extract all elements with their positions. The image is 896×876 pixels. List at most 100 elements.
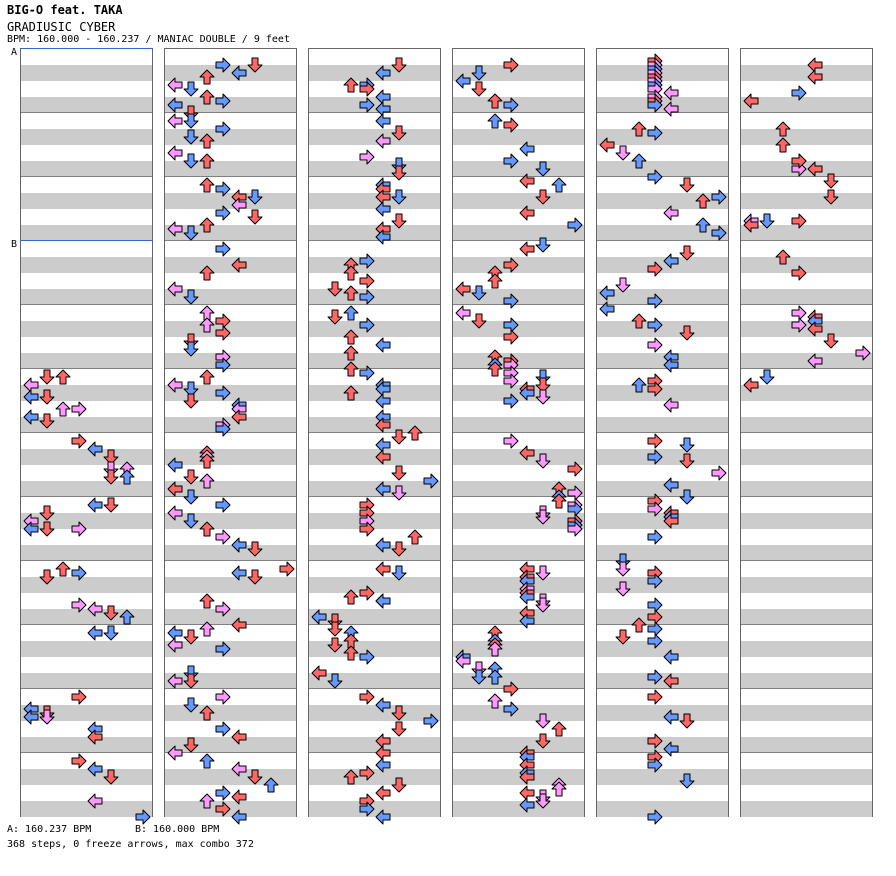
step-arrow-right	[503, 117, 519, 133]
step-arrow-up	[199, 621, 215, 637]
measure-line	[453, 560, 584, 561]
step-arrow-down	[391, 429, 407, 445]
step-arrow-right	[711, 225, 727, 241]
measure-line	[165, 112, 296, 113]
measure-line	[741, 624, 872, 625]
beat-stripe	[741, 513, 872, 529]
step-arrow-right	[215, 641, 231, 657]
step-arrow-up	[55, 561, 71, 577]
beat-stripe	[453, 737, 584, 753]
beat-stripe	[741, 129, 872, 145]
measure-line	[453, 496, 584, 497]
step-arrow-up	[343, 361, 359, 377]
step-arrow-right	[647, 317, 663, 333]
step-arrow-right	[359, 689, 375, 705]
beat-stripe	[21, 129, 152, 145]
step-arrow-left	[455, 305, 471, 321]
step-arrow-right	[359, 81, 375, 97]
beat-stripe	[165, 97, 296, 113]
step-arrow-up	[199, 265, 215, 281]
beat-stripe	[165, 225, 296, 241]
step-arrow-down	[183, 153, 199, 169]
step-arrow-right	[71, 433, 87, 449]
step-arrow-left	[663, 513, 679, 529]
step-arrow-down	[391, 165, 407, 181]
step-arrow-left	[167, 113, 183, 129]
step-arrow-right	[567, 217, 583, 233]
step-arrow-right	[215, 801, 231, 817]
step-arrow-down	[391, 213, 407, 229]
step-arrow-down	[535, 453, 551, 469]
beat-stripe	[309, 257, 440, 273]
bpm-marker-line	[20, 48, 153, 49]
beat-stripe	[21, 769, 152, 785]
step-arrow-up	[551, 493, 567, 509]
step-arrow-up	[119, 469, 135, 485]
step-arrow-up	[631, 617, 647, 633]
step-arrow-up	[551, 781, 567, 797]
beat-stripe	[453, 481, 584, 497]
step-arrow-left	[663, 101, 679, 117]
step-arrow-right	[359, 289, 375, 305]
step-arrow-right	[647, 573, 663, 589]
beat-stripe	[165, 513, 296, 529]
footer-stats: 368 steps, 0 freeze arrows, max combo 37…	[7, 839, 254, 850]
chart-column	[740, 48, 873, 817]
step-arrow-right	[567, 461, 583, 477]
beat-stripe	[453, 193, 584, 209]
step-arrow-left	[663, 709, 679, 725]
beat-stripe	[21, 737, 152, 753]
beat-stripe	[21, 673, 152, 689]
step-arrow-down	[183, 129, 199, 145]
step-arrow-left	[167, 77, 183, 93]
step-arrow-down	[103, 497, 119, 513]
step-arrow-left	[87, 729, 103, 745]
step-arrow-up	[343, 77, 359, 93]
step-arrow-down	[471, 81, 487, 97]
step-arrow-up	[487, 669, 503, 685]
measure-line	[21, 752, 152, 753]
measure-line	[21, 496, 152, 497]
beat-stripe	[21, 641, 152, 657]
step-arrow-right	[647, 757, 663, 773]
beat-stripe	[453, 577, 584, 593]
step-arrow-up	[551, 177, 567, 193]
step-arrow-down	[183, 469, 199, 485]
beat-stripe	[21, 225, 152, 241]
step-arrow-left	[167, 281, 183, 297]
step-arrow-down	[39, 413, 55, 429]
step-arrow-left	[519, 173, 535, 189]
beat-stripe	[21, 545, 152, 561]
step-arrow-left	[519, 241, 535, 257]
step-arrow-left	[375, 537, 391, 553]
beat-stripe	[597, 289, 728, 305]
step-arrow-down	[759, 369, 775, 385]
step-arrow-down	[679, 489, 695, 505]
beat-stripe	[165, 577, 296, 593]
step-arrow-right	[647, 97, 663, 113]
measure-line	[309, 176, 440, 177]
step-arrow-down	[39, 505, 55, 521]
step-arrow-down	[471, 65, 487, 81]
beat-stripe	[21, 193, 152, 209]
step-arrow-up	[199, 369, 215, 385]
step-arrow-left	[375, 113, 391, 129]
step-arrow-down	[247, 541, 263, 557]
beat-stripe	[597, 545, 728, 561]
step-arrow-right	[503, 433, 519, 449]
measure-line	[597, 176, 728, 177]
step-arrow-down	[183, 381, 199, 397]
step-arrow-down	[39, 569, 55, 585]
step-arrow-right	[503, 393, 519, 409]
step-arrow-left	[807, 321, 823, 337]
step-arrow-left	[375, 201, 391, 217]
beat-stripe	[597, 481, 728, 497]
step-arrow-down	[535, 713, 551, 729]
step-arrow-up	[199, 705, 215, 721]
step-arrow-left	[663, 85, 679, 101]
step-arrow-left	[599, 285, 615, 301]
step-arrow-right	[647, 689, 663, 705]
step-arrow-down	[535, 237, 551, 253]
measure-line	[165, 560, 296, 561]
beat-stripe	[21, 289, 152, 305]
